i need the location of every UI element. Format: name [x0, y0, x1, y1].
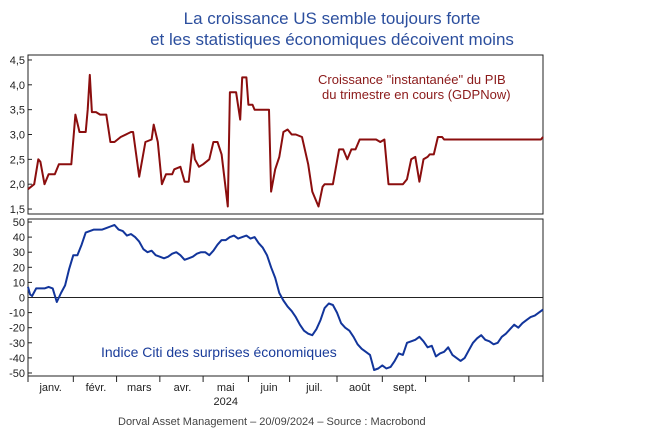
y-tick-label-bottom: 30 [13, 247, 25, 259]
y-tick-label-bottom: -50 [9, 368, 25, 380]
y-tick-label-bottom: -10 [9, 308, 25, 320]
x-tick-label: janv. [38, 382, 61, 394]
chart-title-line-2: et les statistiques économiques décoiven… [150, 30, 514, 49]
series-line-gdpnow [27, 73, 544, 208]
x-tick-label: juin [259, 382, 277, 394]
y-tick-label-top: 3,5 [10, 105, 25, 117]
y-tick-label-bottom: 20 [13, 262, 25, 274]
source-footer: Dorval Asset Management – 20/09/2024 – S… [118, 416, 426, 428]
x-tick-label: juil. [305, 382, 323, 394]
y-tick-label-top: 3,0 [10, 130, 25, 142]
y-tick-label-bottom: -30 [9, 338, 25, 350]
x-axis-year-label: 2024 [214, 396, 238, 408]
y-tick-label-top: 2,5 [10, 154, 25, 166]
x-tick-label: sept. [393, 382, 417, 394]
x-tick-label: août [349, 382, 370, 394]
y-tick-label-top: 2,0 [10, 179, 25, 191]
x-tick-label: mai [217, 382, 235, 394]
y-tick-label-bottom: 10 [13, 277, 25, 289]
chart-title-line-1: La croissance US semble toujours forte [183, 9, 481, 28]
y-tick-label-top: 4,5 [10, 55, 25, 67]
y-tick-label-bottom: 40 [13, 232, 25, 244]
x-tick-label: mars [127, 382, 152, 394]
annotation-gdpnow-line-2: du trimestre en cours (GDPNow) [322, 87, 511, 102]
y-tick-label-bottom: 50 [13, 217, 25, 229]
annotation-citi: Indice Citi des surprises économiques [101, 344, 337, 360]
y-tick-label-top: 4,0 [10, 80, 25, 92]
series-line-citi-surprise [27, 224, 544, 371]
x-tick-label: avr. [174, 382, 192, 394]
annotation-gdpnow-line-1: Croissance "instantanée" du PIB [318, 72, 506, 87]
y-tick-label-bottom: 0 [19, 293, 25, 305]
y-tick-label-top: 1,5 [10, 204, 25, 216]
y-tick-label-bottom: -40 [9, 353, 25, 365]
x-tick-label: févr. [86, 382, 107, 394]
y-tick-label-bottom: -20 [9, 323, 25, 335]
